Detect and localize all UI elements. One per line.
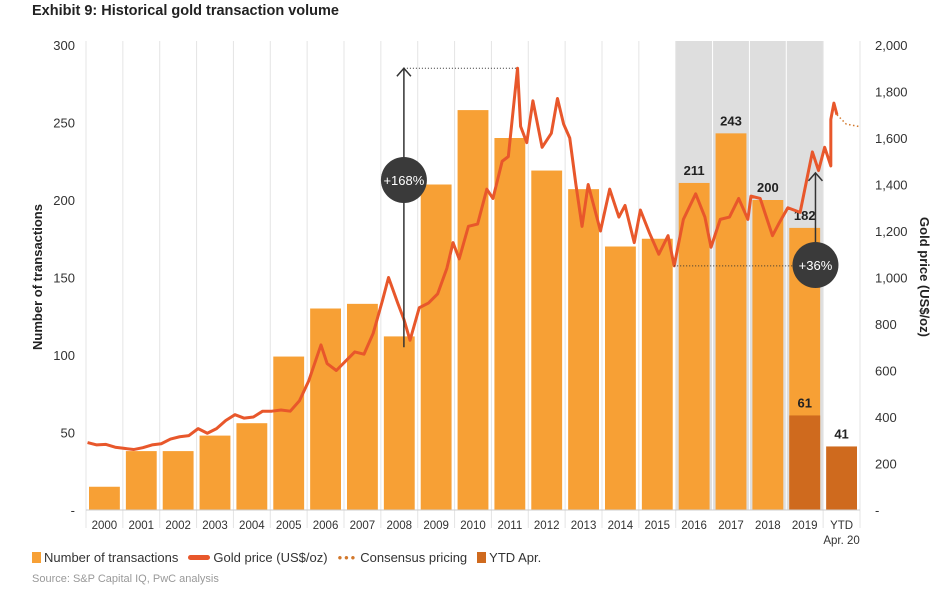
arrow-head-icon	[807, 171, 824, 182]
annotation-label: +36%	[799, 258, 833, 273]
x-tick-label: 2011	[497, 520, 522, 532]
bar-2013	[568, 189, 599, 510]
legend-item-transactions: Number of transactions	[32, 550, 178, 565]
bar-2018	[752, 200, 784, 510]
y2-axis-title: Gold price (US$/oz)	[917, 217, 932, 337]
y-tick-label: -	[71, 503, 75, 518]
y2-tick-label: 1,600	[875, 131, 908, 146]
gold-price-line	[87, 66, 839, 452]
bar-2016	[678, 182, 710, 510]
bar-2003	[199, 435, 231, 510]
y2-tick-label: 600	[875, 364, 897, 379]
y2-tick-label: 200	[875, 457, 897, 472]
x-tick-label: 2015	[644, 520, 670, 532]
consensus-pricing-line	[836, 114, 859, 128]
x-tick-label: 2003	[202, 520, 228, 532]
y-axis-title: Number of transactions	[30, 204, 45, 350]
data-label: 200	[757, 180, 779, 195]
bar-2012	[531, 170, 563, 511]
data-label: 41	[834, 426, 848, 441]
legend-swatch: •••	[337, 550, 358, 565]
y2-tick-label: 1,400	[875, 178, 908, 193]
legend-item-ytd: YTD Apr.	[477, 550, 541, 565]
data-label: 61	[797, 395, 811, 410]
legend-swatch	[188, 555, 211, 560]
bar-2015	[641, 238, 673, 510]
y2-tick-label: 800	[875, 317, 897, 332]
y-tick-label: 50	[61, 426, 75, 441]
x-tick-label: 2008	[386, 520, 412, 532]
bar-2007	[347, 303, 378, 510]
annotation-label: +168%	[383, 173, 424, 188]
x-tick-label: 2002	[165, 520, 191, 532]
legend-label: Consensus pricing	[360, 550, 468, 565]
y-tick-label: 100	[53, 348, 75, 363]
source-note: Source: S&P Capital IQ, PwC analysis	[32, 573, 219, 585]
x-tick-label: 2009	[423, 520, 449, 532]
y2-tick-label: -	[875, 503, 879, 518]
legend: Number of transactions Gold price (US$/o…	[32, 550, 545, 565]
x-tick-label: 2001	[128, 520, 154, 532]
legend-label: Number of transactions	[44, 550, 179, 565]
y-tick-label: 150	[53, 271, 75, 286]
bar-ytd-2019	[789, 415, 821, 510]
bar-2001	[125, 451, 157, 510]
y2-tick-label: 400	[875, 410, 897, 425]
x-tick-label: 2016	[681, 520, 707, 532]
bar-2009	[420, 184, 452, 510]
bar-2002	[162, 451, 194, 510]
bar-2017	[715, 133, 747, 510]
legend-item-consensus: ••• Consensus pricing	[338, 550, 468, 565]
y2-tick-label: 2,000	[875, 38, 908, 53]
legend-swatch	[32, 552, 41, 563]
x-tick-sublabel: Apr. 20	[823, 535, 859, 547]
y2-tick-label: 1,000	[875, 271, 908, 286]
x-tick-label: 2013	[571, 520, 597, 532]
legend-item-gold-price: Gold price (US$/oz)	[188, 550, 328, 565]
x-tick-label: 2014	[608, 520, 634, 532]
y2-tick-label: 1,200	[875, 224, 908, 239]
bar-2005	[273, 356, 305, 510]
x-tick-label: 2010	[460, 520, 486, 532]
bar-2011	[494, 138, 526, 510]
y-tick-label: 250	[53, 116, 75, 131]
annotation-bubble	[792, 242, 839, 288]
x-tick-label: 2005	[276, 520, 302, 532]
x-tick-label: 2019	[792, 520, 818, 532]
x-tick-label: YTD	[830, 520, 853, 532]
bar-2014	[605, 246, 636, 510]
legend-label: YTD Apr.	[489, 550, 542, 565]
x-tick-label: 2004	[239, 520, 265, 532]
bar-2000	[89, 486, 120, 510]
x-tick-label: 2000	[92, 520, 118, 532]
chart-title: Exhibit 9: Historical gold transaction v…	[32, 3, 339, 19]
data-label: 211	[684, 163, 705, 178]
data-label: 243	[720, 113, 742, 128]
y2-tick-label: 1,800	[875, 85, 908, 100]
legend-swatch	[477, 552, 487, 563]
x-tick-label: 2007	[350, 520, 376, 532]
y-tick-label: 200	[53, 193, 75, 208]
x-tick-label: 2012	[534, 520, 560, 532]
y-tick-label: 300	[53, 38, 75, 53]
bar-2006	[310, 308, 341, 510]
annotation-bubble	[380, 157, 427, 203]
bar-ytd-YTD	[826, 446, 857, 510]
x-tick-label: 2018	[755, 520, 781, 532]
x-tick-label: 2006	[313, 520, 339, 532]
bar-2004	[236, 423, 268, 510]
bar-2010	[457, 110, 489, 510]
x-tick-label: 2017	[718, 520, 744, 532]
bar-2008	[383, 336, 415, 510]
legend-label: Gold price (US$/oz)	[213, 550, 328, 565]
